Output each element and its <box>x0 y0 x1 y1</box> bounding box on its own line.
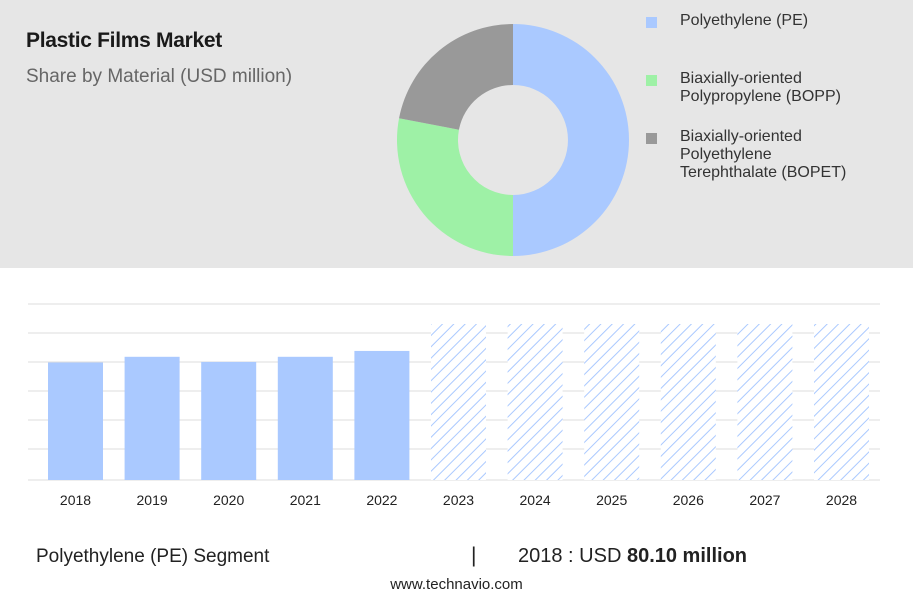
legend-label-line: Terephthalate (BOPET) <box>680 164 847 181</box>
chart-subtitle: Share by Material (USD million) <box>26 66 293 87</box>
x-tick-label: 2027 <box>749 492 780 508</box>
bar-chart: 2018 2019 2020 2021 2022 2023 2024 2025 2026 2027… <box>28 303 880 508</box>
forecast-bar-2027 <box>737 324 793 480</box>
forecast-bar-2026 <box>660 324 716 480</box>
legend-swatch <box>646 75 657 86</box>
legend-label: Polyethylene (PE) <box>680 12 913 30</box>
forecast-bar-2024 <box>507 324 563 480</box>
donut-chart <box>396 23 629 257</box>
legend-swatch <box>646 133 657 144</box>
value-prefix: 2018 : USD <box>518 545 622 567</box>
x-tick-label: 2028 <box>826 492 857 508</box>
forecast-bar-2023 <box>431 324 486 480</box>
legend-swatch <box>646 17 657 28</box>
legend-label-line: Polypropylene (BOPP) <box>680 88 841 105</box>
segment-value: 2018 : USD 80.10 million <box>518 545 747 568</box>
donut-slice <box>396 118 513 257</box>
bar-2018 <box>48 362 103 480</box>
legend-label: Biaxially-oriented Polyethylene Terephthal… <box>680 128 913 182</box>
legend-label-line: Polyethylene <box>680 146 772 163</box>
donut-slice <box>399 23 513 130</box>
legend-label: Biaxially-oriented Polypropylene (BOPP) <box>680 70 913 106</box>
bar-2019 <box>124 356 180 480</box>
value-amount: 80.10 million <box>626 545 748 567</box>
x-tick-label: 2026 <box>673 492 704 508</box>
donut-slice <box>513 24 629 256</box>
legend-label-line: Biaxially-oriented <box>680 70 802 87</box>
x-tick-label: 2020 <box>213 492 244 508</box>
chart-title: Plastic Films Market <box>26 29 222 52</box>
bar-2021 <box>277 356 333 480</box>
x-tick-label: 2022 <box>366 492 397 508</box>
forecast-bar-2028 <box>814 324 869 480</box>
segment-label: Polyethylene (PE) Segment <box>36 546 270 567</box>
source-url: www.technavio.com <box>390 576 523 593</box>
x-tick-label: 2025 <box>596 492 627 508</box>
x-tick-label: 2023 <box>443 492 474 508</box>
x-tick-label: 2021 <box>290 492 321 508</box>
legend-label-line: Biaxially-oriented <box>680 128 802 145</box>
bar-2022 <box>354 350 410 480</box>
legend-label-line: Polyethylene (PE) <box>680 12 809 29</box>
footer-divider: | <box>471 544 477 567</box>
x-tick-label: 2019 <box>137 492 168 508</box>
x-tick-label: 2024 <box>520 492 551 508</box>
forecast-bar-2025 <box>584 324 640 480</box>
x-tick-label: 2018 <box>60 492 91 508</box>
bar-2020 <box>201 361 257 480</box>
